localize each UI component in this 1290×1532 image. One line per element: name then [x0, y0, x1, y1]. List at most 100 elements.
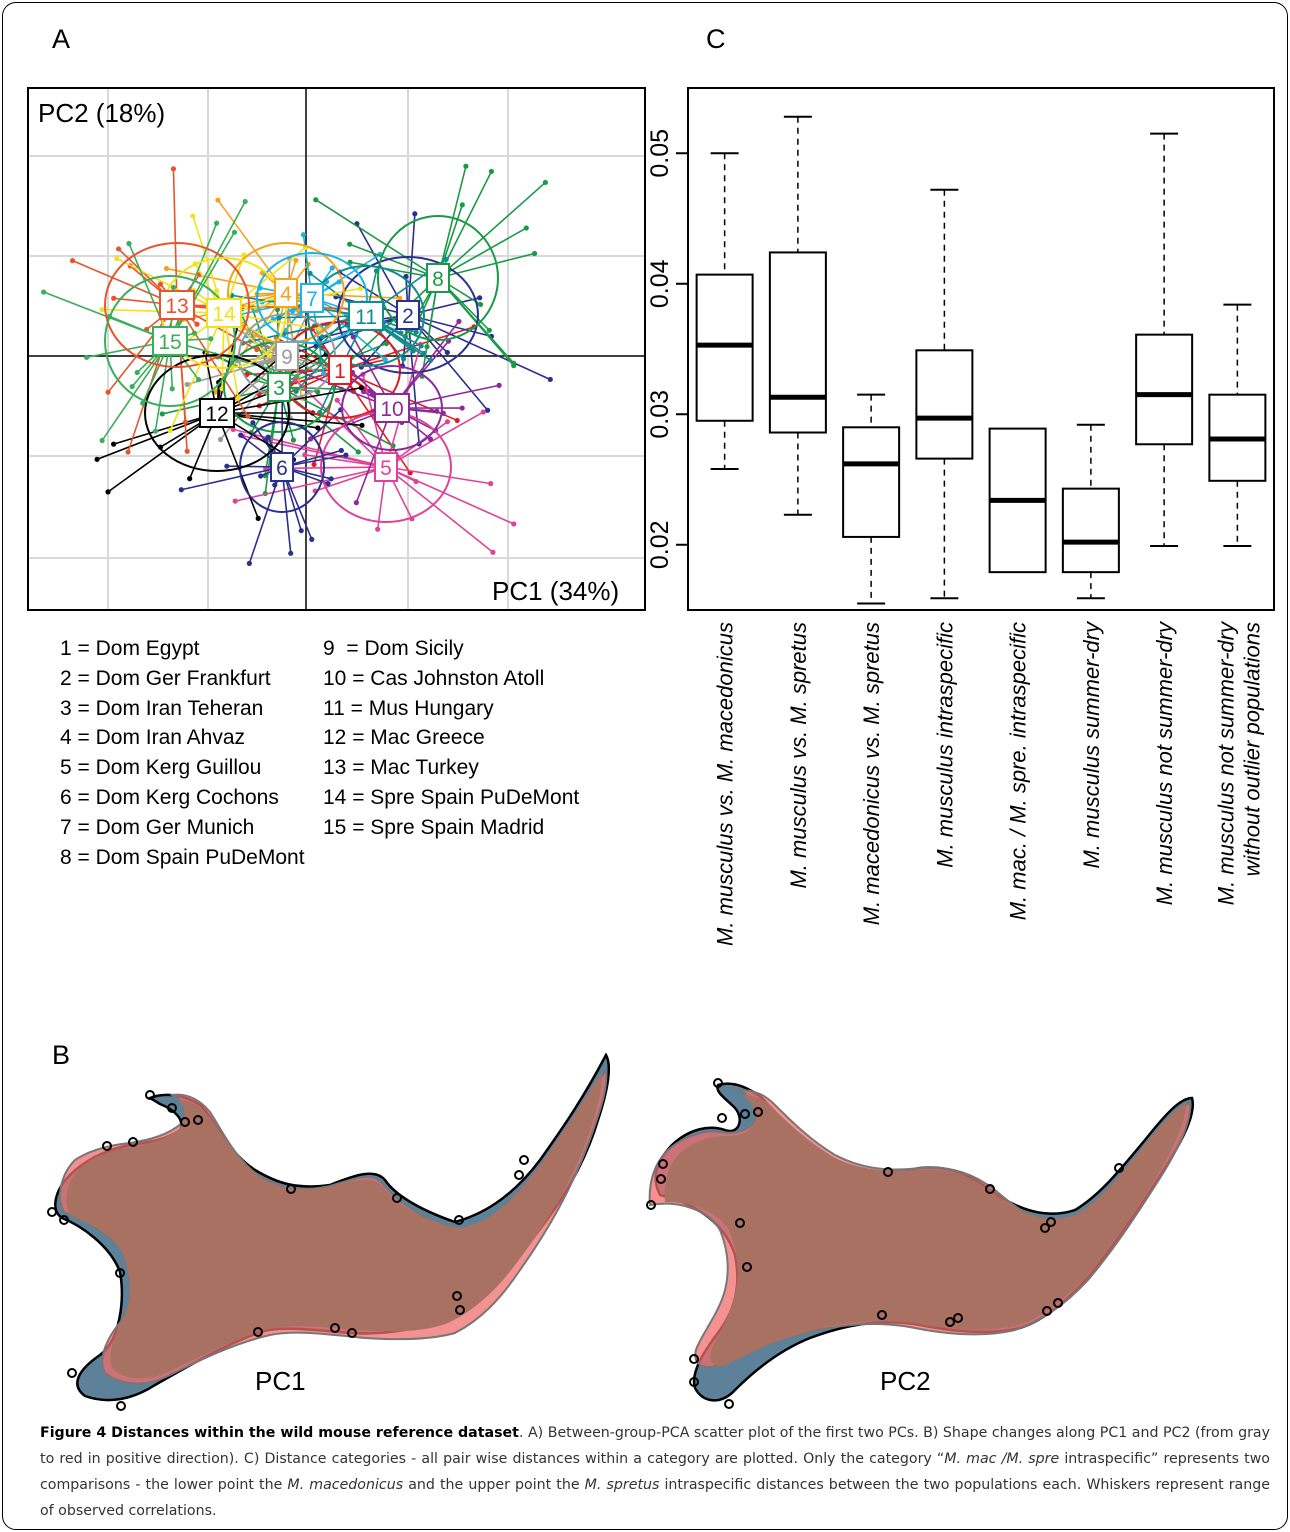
group-label-box: [199, 398, 235, 428]
data-point: [69, 258, 76, 264]
data-point: [274, 306, 281, 313]
legend-right: 9 = Dom Sicily 10 = Cas Johnston Atoll 1…: [323, 634, 579, 843]
legend-item: 14 = Spre Spain PuDeMont: [323, 785, 580, 809]
data-point: [325, 481, 331, 487]
spoke-line: [231, 294, 367, 317]
data-point: [480, 409, 486, 415]
group-label-box: [348, 301, 384, 331]
group-label: 10: [380, 398, 403, 421]
data-point: [511, 360, 517, 366]
data-point: [412, 211, 418, 217]
data-point: [315, 389, 321, 395]
legend-item: 9 = Dom Sicily: [323, 637, 464, 660]
data-point: [317, 409, 323, 416]
group-label-box: [159, 290, 195, 320]
data-point: [111, 295, 117, 301]
data-point: [477, 301, 484, 308]
caption-text-3: and the upper point the: [403, 1477, 585, 1493]
data-point: [298, 528, 304, 534]
data-point: [311, 461, 317, 468]
data-point: [443, 256, 449, 262]
data-point: [329, 265, 335, 271]
legend-item: 11 = Mus Hungary: [323, 696, 494, 720]
data-point: [231, 229, 238, 235]
caption-italic-2: M. macedonicus: [287, 1477, 404, 1493]
data-point: [152, 428, 158, 434]
data-point: [157, 281, 164, 287]
data-point: [319, 334, 326, 340]
data-point: [159, 411, 165, 417]
data-point: [111, 441, 117, 447]
data-point: [328, 476, 334, 482]
group-label: 2: [402, 305, 414, 328]
data-point: [307, 270, 313, 276]
data-point: [355, 449, 361, 455]
legend-item: 15 = Spre Spain Madrid: [323, 815, 545, 839]
spoke-line: [154, 340, 171, 432]
caption-title: Figure 4 Distances within the wild mouse…: [40, 1425, 519, 1441]
figure-caption: Figure 4 Distances within the wild mouse…: [40, 1420, 1270, 1524]
box-iqr: [842, 426, 901, 538]
data-point: [246, 560, 252, 566]
data-point: [114, 255, 120, 262]
data-point: [353, 500, 359, 506]
legend-left: 1 = Dom Egypt 2 = Dom Ger Frankfurt 3 = …: [60, 634, 305, 872]
category-label: M. musculus summer-dry: [1079, 620, 1104, 869]
legend-item: 8 = Dom Spain PuDeMont: [60, 845, 305, 869]
boxplot-boxes: [695, 115, 1267, 605]
group-label: 5: [380, 457, 392, 480]
spoke-line: [169, 222, 218, 342]
data-point: [496, 382, 502, 388]
data-point: [230, 426, 236, 432]
data-point: [375, 526, 381, 532]
data-point: [358, 285, 364, 292]
data-point: [235, 395, 241, 401]
shape-change-panel: PC1 PC2: [47, 1052, 1195, 1411]
data-point: [242, 198, 248, 205]
spoke-line: [421, 277, 439, 377]
panel-label-a: A: [52, 24, 71, 54]
group-label: 3: [273, 377, 285, 400]
spoke-line: [169, 231, 236, 342]
group-label: 9: [281, 346, 293, 369]
data-point: [182, 419, 189, 425]
group-label: 13: [165, 295, 188, 318]
data-point: [266, 353, 272, 359]
caption-italic-3: M. spretus: [584, 1477, 660, 1493]
group-ellipse: [144, 354, 290, 472]
category-label: M. musculus not summer-dry: [1152, 620, 1177, 905]
spoke-line: [172, 168, 178, 306]
group-ellipse: [256, 252, 368, 344]
category-label: M. macedonicus vs. M. spretus: [859, 622, 884, 925]
spoke-line: [248, 466, 283, 564]
data-point: [250, 420, 256, 426]
data-point: [547, 376, 553, 383]
legend-item: 12 = Mac Greece: [323, 726, 485, 750]
spoke-line: [437, 252, 535, 279]
data-point: [99, 306, 105, 313]
spoke-line: [217, 199, 287, 294]
data-point: [321, 371, 327, 377]
spoke-line: [169, 312, 225, 431]
data-point: [194, 321, 200, 327]
category-label: M. musculus not summer-dry: [1213, 620, 1238, 905]
data-point: [486, 327, 492, 333]
y-tick-label: 0.02: [646, 520, 674, 569]
legend-item: 1 = Dom Egypt: [60, 637, 200, 660]
data-point: [488, 168, 495, 175]
data-point: [214, 220, 220, 226]
data-point: [459, 405, 465, 411]
data-point: [245, 413, 251, 419]
panel-label-b: B: [52, 1040, 71, 1070]
data-point: [105, 489, 111, 495]
data-point: [308, 436, 314, 442]
shape-pc1-label: PC1: [255, 1366, 306, 1396]
data-point: [190, 213, 196, 219]
data-point: [94, 456, 100, 462]
data-point: [288, 550, 294, 556]
data-point: [316, 326, 322, 332]
data-point: [99, 437, 105, 444]
data-point: [315, 425, 321, 431]
